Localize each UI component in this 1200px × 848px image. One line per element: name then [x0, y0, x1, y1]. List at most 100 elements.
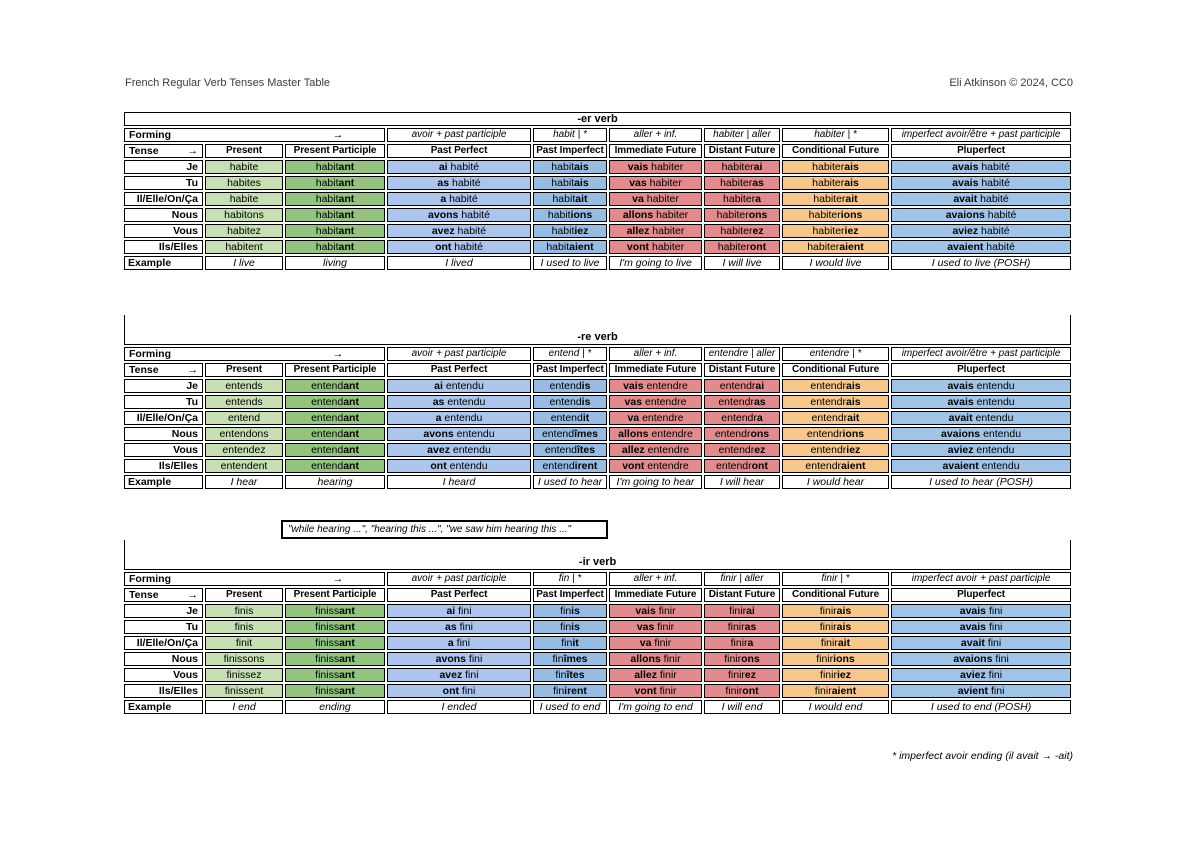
conjugation-cell: avaions fini [891, 652, 1072, 666]
conjugation-cell: finissant [285, 620, 385, 634]
example-cell: I used to live [533, 256, 607, 270]
conjugation-cell: finiront [704, 684, 780, 698]
conjugation-cell: finissant [285, 604, 385, 618]
conjugation-cell: allons entendre [609, 427, 702, 441]
tense-column-header: Pluperfect [891, 363, 1072, 377]
tense-header-row: → Tense Present Present Participle Past Perf… [124, 363, 1072, 377]
conjugation-cell: habitait [533, 192, 607, 206]
conjugation-cell: allons habiter [609, 208, 702, 222]
example-row-label: Example [124, 475, 203, 489]
person-label: Vous [124, 224, 203, 238]
conjugation-cell: entendrez [704, 443, 780, 457]
example-row: Example I end ending I ended I used to end I'… [124, 700, 1072, 714]
conjugation-cell: avez entendu [387, 443, 531, 457]
conjugation-cell: avait habité [891, 192, 1072, 206]
conjugation-cell: entendriez [782, 443, 889, 457]
tense-row-label: → Tense [124, 144, 203, 158]
conjugation-cell: entendrons [704, 427, 780, 441]
conjugation-cell: finirais [782, 620, 889, 634]
person-label: Nous [124, 427, 203, 441]
conjugation-cell: entends [205, 379, 283, 393]
conjugation-cell: entendrions [782, 427, 889, 441]
conjugation-cell: va habiter [609, 192, 702, 206]
conjugation-cell: finis [205, 604, 283, 618]
conjugation-row: Je habite habitant ai habité habitais vais ha… [124, 160, 1072, 174]
conjugation-cell: habiteriez [782, 224, 889, 238]
conjugation-cell: finis [533, 620, 607, 634]
conjugation-cell: vas habiter [609, 176, 702, 190]
conjugation-cell: habitant [285, 176, 385, 190]
tense-column-header: Present [205, 363, 283, 377]
conjugation-cell: finirait [782, 636, 889, 650]
conjugation-cell: habitais [533, 176, 607, 190]
conjugation-row: Tu finis finissant as fini finis vas finir fin… [124, 620, 1072, 634]
example-row-label: Example [124, 700, 203, 714]
conjugation-cell: a entendu [387, 411, 531, 425]
right-arrow: → [332, 348, 344, 360]
conjugation-cell: vont entendre [609, 459, 702, 473]
example-cell: I used to hear (POSH) [891, 475, 1072, 489]
tense-column-header: Conditional Future [782, 588, 889, 602]
forming-formula: imperfect avoir/être + past participle [891, 347, 1072, 361]
example-cell: I hear [205, 475, 283, 489]
person-label: Ils/Elles [124, 684, 203, 698]
conjugation-cell: finîmes [533, 652, 607, 666]
conjugation-row: Il/Elle/On/Ça finit finissant a fini finit va… [124, 636, 1072, 650]
example-cell: I used to live (POSH) [891, 256, 1072, 270]
tense-header-row: → Tense Present Present Participle Past Perf… [124, 588, 1072, 602]
conjugation-cell: entend [205, 411, 283, 425]
conjugation-cell: finissons [205, 652, 283, 666]
conjugation-cell: finirons [704, 652, 780, 666]
conjugation-cell: entendront [704, 459, 780, 473]
tense-column-header: Pluperfect [891, 144, 1072, 158]
conjugation-cell: entendit [533, 411, 607, 425]
example-cell: I used to end [533, 700, 607, 714]
conjugation-row: Nous entendons entendant avons entendu enten… [124, 427, 1072, 441]
table-title-row: -ir verb [124, 540, 1072, 570]
forming-formula: entendre | * [782, 347, 889, 361]
tense-row-label: → Tense [124, 588, 203, 602]
conjugation-cell: allez finir [609, 668, 702, 682]
conjugation-cell: entendra [704, 411, 780, 425]
credit-line: Eli Atkinson © 2024, CC0 [949, 77, 1073, 89]
participle-usage-note: "while hearing ...", "hearing this ...",… [281, 520, 608, 539]
person-label: Nous [124, 208, 203, 222]
conjugation-cell: habiterons [704, 208, 780, 222]
conjugation-cell: finissent [205, 684, 283, 698]
conjugation-cell: va finir [609, 636, 702, 650]
right-arrow: → [187, 364, 199, 376]
conjugation-cell: avez fini [387, 668, 531, 682]
conjugation-cell: ont habité [387, 240, 531, 254]
conjugation-cell: vais habiter [609, 160, 702, 174]
conjugation-cell: vont habiter [609, 240, 702, 254]
conjugation-cell: finis [533, 604, 607, 618]
forming-label-text: Forming [129, 348, 171, 360]
conjugation-cell: aviez fini [891, 668, 1072, 682]
conjugation-row: Il/Elle/On/Ça entend entendant a entendu ent… [124, 411, 1072, 425]
conjugation-cell: entendent [205, 459, 283, 473]
example-cell: I would live [782, 256, 889, 270]
conjugation-cell: entendant [285, 411, 385, 425]
conjugation-cell: habiteraient [782, 240, 889, 254]
person-label: Vous [124, 668, 203, 682]
conjugation-cell: entendez [205, 443, 283, 457]
conjugation-cell: finîtes [533, 668, 607, 682]
example-cell: I will end [704, 700, 780, 714]
conjugation-cell: habite [205, 160, 283, 174]
forming-formula: fin | * [533, 572, 607, 586]
conjugation-cell: entendras [704, 395, 780, 409]
person-label: Ils/Elles [124, 459, 203, 473]
conjugation-cell: finis [205, 620, 283, 634]
forming-formula: avoir + past participle [387, 128, 531, 142]
person-label: Ils/Elles [124, 240, 203, 254]
person-label: Il/Elle/On/Ça [124, 636, 203, 650]
conjugation-cell: as entendu [387, 395, 531, 409]
re-verb-table-container: -re verb Forming → avoir + past participle e… [122, 313, 1073, 491]
tense-column-header: Pluperfect [891, 588, 1072, 602]
conjugation-cell: finirais [782, 604, 889, 618]
example-cell: I will live [704, 256, 780, 270]
tense-column-header: Distant Future [704, 588, 780, 602]
table-title: -ir verb [124, 540, 1072, 570]
forming-formula: aller + inf. [609, 128, 702, 142]
